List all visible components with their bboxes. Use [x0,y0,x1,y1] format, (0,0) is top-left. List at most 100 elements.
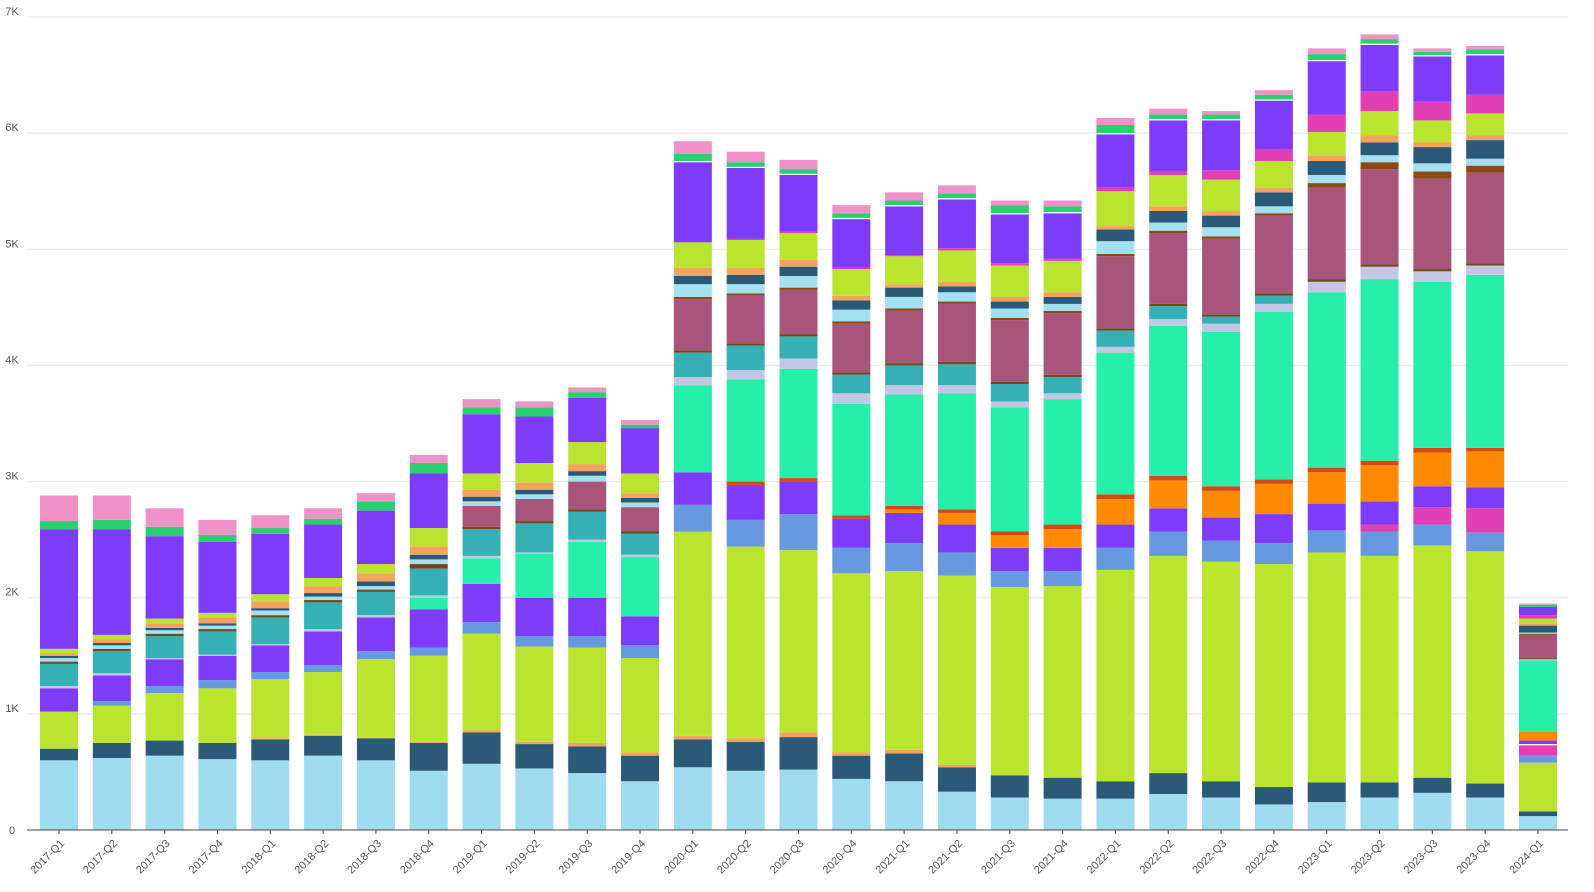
bar-segment[interactable] [92,639,131,644]
bar-segment[interactable] [779,289,818,335]
bar-segment[interactable] [726,239,765,268]
bar-segment[interactable] [409,568,448,596]
bar-segment[interactable] [990,547,1029,571]
bar-segment[interactable] [726,284,765,294]
bar-segment[interactable] [990,384,1029,402]
bar-segment[interactable] [356,564,395,574]
bar-segment[interactable] [937,764,976,768]
bar-segment[interactable] [568,746,607,774]
bar-segment[interactable] [621,557,660,617]
bar-segment[interactable] [356,501,395,511]
bar-segment[interactable] [568,541,607,598]
bar-segment[interactable] [1466,55,1505,95]
bar-segment[interactable] [198,631,237,655]
bar-segment[interactable] [1096,781,1135,799]
bar-segment[interactable] [568,511,607,540]
bar-segment[interactable] [1307,183,1346,188]
bar-segment[interactable] [568,442,607,465]
bar-segment[interactable] [1043,524,1082,530]
bar-segment[interactable] [673,735,712,740]
bar-segment[interactable] [1202,316,1241,324]
bar-segment[interactable] [673,504,712,532]
bar-segment[interactable] [1519,633,1557,635]
bar-segment[interactable] [1307,292,1346,468]
bar-segment[interactable] [937,303,976,362]
bar-segment[interactable] [990,407,1029,532]
bar-segment[interactable] [779,169,818,174]
bar-segment[interactable] [1466,172,1505,264]
bar-segment[interactable] [673,352,712,378]
bar-segment[interactable] [1307,530,1346,553]
bar-segment[interactable] [198,655,237,681]
bar-segment[interactable] [409,454,448,463]
bar-segment[interactable] [990,775,1029,798]
bar-segment[interactable] [1096,524,1135,548]
bar-segment[interactable] [515,482,554,490]
bar-segment[interactable] [1413,120,1452,143]
bar-segment[interactable] [832,778,871,830]
bar-segment[interactable] [832,752,871,756]
bar-segment[interactable] [937,393,976,510]
bar-segment[interactable] [937,552,976,576]
bar-segment[interactable] [1519,816,1557,830]
bar-segment[interactable] [937,199,976,249]
bar-segment[interactable] [1519,745,1557,756]
bar-segment[interactable] [462,505,501,527]
bar-segment[interactable] [409,597,448,610]
bar-segment[interactable] [673,284,712,297]
bar-segment[interactable] [356,591,395,616]
bar-segment[interactable] [251,679,290,739]
bar-segment[interactable] [1202,797,1241,830]
bar-segment[interactable] [1096,798,1135,830]
bar-segment[interactable] [621,752,660,756]
bar-segment[interactable] [726,151,765,163]
bar-segment[interactable] [1466,165,1505,173]
bar-segment[interactable] [304,577,343,587]
bar-segment[interactable] [1149,119,1188,121]
bar-segment[interactable] [1413,792,1452,830]
bar-segment[interactable] [937,193,976,199]
bar-segment[interactable] [1149,174,1188,207]
bar-segment[interactable] [621,502,660,508]
bar-segment[interactable] [356,589,395,592]
bar-segment[interactable] [1096,187,1135,192]
bar-segment[interactable] [1254,543,1293,565]
bar-segment[interactable] [1254,293,1293,296]
bar-segment[interactable] [1149,230,1188,234]
bar-segment[interactable] [885,749,924,754]
bar-segment[interactable] [409,473,448,529]
bar-segment[interactable] [251,615,290,618]
bar-segment[interactable] [832,300,871,310]
bar-segment[interactable] [40,521,78,530]
bar-segment[interactable] [515,552,554,554]
bar-segment[interactable] [1043,313,1082,375]
bar-segment[interactable] [990,214,1029,264]
bar-segment[interactable] [462,526,501,530]
bar-segment[interactable] [621,424,660,429]
bar-segment[interactable] [779,287,818,290]
bar-segment[interactable] [1360,555,1399,783]
bar-segment[interactable] [1149,480,1188,509]
bar-segment[interactable] [832,374,871,394]
bar-segment[interactable] [515,646,554,742]
bar-segment[interactable] [251,601,290,609]
bar-segment[interactable] [1254,90,1293,95]
bar-segment[interactable] [885,505,924,510]
bar-segment[interactable] [885,284,924,288]
bar-segment[interactable] [1466,54,1505,56]
bar-segment[interactable] [673,154,712,162]
bar-segment[interactable] [673,161,712,163]
bar-segment[interactable] [1043,393,1082,400]
bar-segment[interactable] [1254,100,1293,150]
bar-segment[interactable] [1254,215,1293,294]
bar-segment[interactable] [1096,241,1135,254]
bar-segment[interactable] [304,602,343,630]
bar-segment[interactable] [251,528,290,534]
bar-segment[interactable] [1413,178,1452,270]
bar-segment[interactable] [673,472,712,505]
bar-segment[interactable] [726,274,765,285]
bar-segment[interactable] [1413,545,1452,778]
bar-segment[interactable] [885,385,924,395]
bar-segment[interactable] [832,755,871,779]
bar-segment[interactable] [1307,467,1346,473]
